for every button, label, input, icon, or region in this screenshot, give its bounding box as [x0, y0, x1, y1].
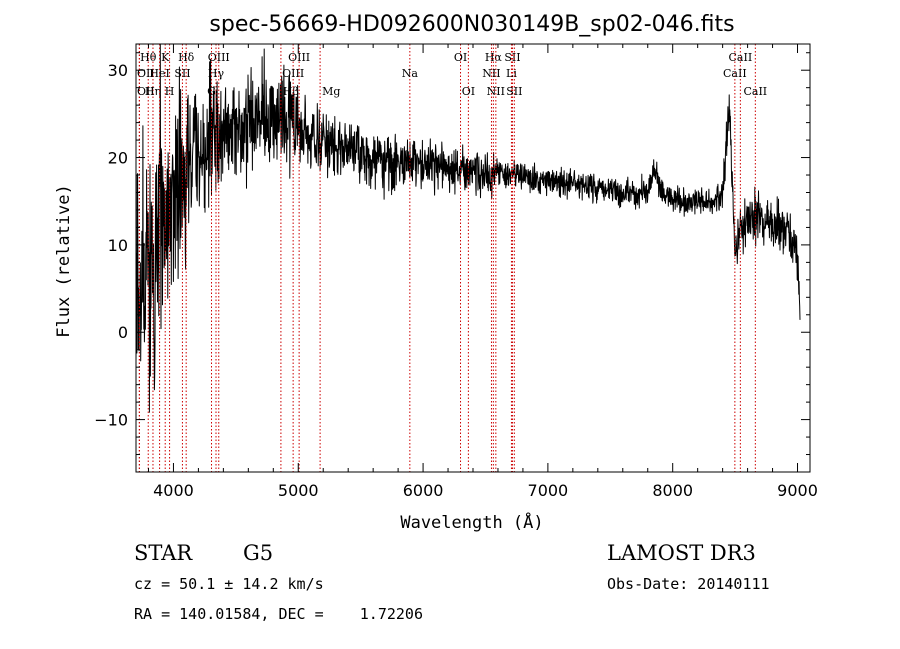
spectral-line-label: K — [161, 51, 170, 64]
spectral-line-label: OIII — [282, 67, 304, 80]
spectral-line-label: NII — [482, 67, 500, 80]
spectral-line-label: OI — [454, 51, 467, 64]
y-axis-label: Flux (relative) — [54, 184, 74, 338]
spectrum-flux-line — [135, 43, 801, 413]
x-tick-label: 9000 — [777, 481, 818, 500]
spectral-line-label: CaII — [729, 51, 753, 64]
series-layer — [135, 43, 801, 413]
observation-date: Obs-Date: 20140111 — [607, 575, 770, 593]
chart-title: spec-56669-HD092600N030149B_sp02-046.fit… — [209, 12, 734, 37]
spectral-line-label: NII — [487, 85, 505, 98]
spectral-line-label: G — [207, 85, 216, 98]
object-subclass: G5 — [243, 541, 273, 565]
spectral-line-label: HeI — [149, 67, 169, 80]
y-tick-label: 30 — [108, 61, 128, 80]
x-tick-label: 6000 — [403, 481, 444, 500]
spectral-line-label: SII — [506, 85, 522, 98]
spectral-line-label: Hη — [145, 85, 161, 98]
x-tick-label: 4000 — [153, 481, 194, 500]
spectral-line-label: Hα — [485, 51, 503, 64]
x-tick-label: 5000 — [278, 481, 319, 500]
redshift-cz: cz = 50.1 ± 14.2 km/s — [134, 575, 324, 593]
x-tick-label: 8000 — [652, 481, 693, 500]
y-tick-label: 20 — [108, 149, 128, 168]
spectral-line-label: CaII — [743, 85, 767, 98]
spectral-line-label: Li — [506, 67, 517, 80]
spectral-line-label: Hδ — [178, 51, 195, 64]
coordinates: RA = 140.01584, DEC = 1.72206 — [134, 605, 423, 623]
spectral-line-label: OIII — [208, 51, 230, 64]
spectral-line-label: H — [165, 85, 175, 98]
object-class: STAR — [134, 541, 193, 565]
x-axis-label: Wavelength (Å) — [400, 511, 543, 533]
y-tick-label: 10 — [108, 236, 128, 255]
spectral-line-label: Mg — [322, 85, 340, 98]
y-tick-label: −10 — [94, 411, 128, 430]
spectral-line-label: CaII — [723, 67, 747, 80]
axes-layer: 4000 5000 6000 7000 8000 9000 −10 0 10 20 30 — [94, 44, 818, 500]
spectral-line-label: OI — [462, 85, 475, 98]
spectral-line-label: OII — [137, 85, 155, 98]
spectral-line-label: Hθ — [140, 51, 157, 64]
spectral-line-label: SII — [174, 67, 190, 80]
spectral-line-label: Na — [402, 67, 419, 80]
spectral-line-label: Hγ — [208, 67, 225, 80]
plot-frame — [135, 43, 811, 473]
spectral-line-label: OIII — [288, 51, 310, 64]
survey-name: LAMOST DR3 — [607, 541, 756, 565]
spectral-line-label: SII — [504, 51, 520, 64]
spectral-line-label: Hβ — [283, 85, 299, 98]
x-tick-label: 7000 — [528, 481, 569, 500]
y-tick-label: 0 — [118, 323, 128, 342]
